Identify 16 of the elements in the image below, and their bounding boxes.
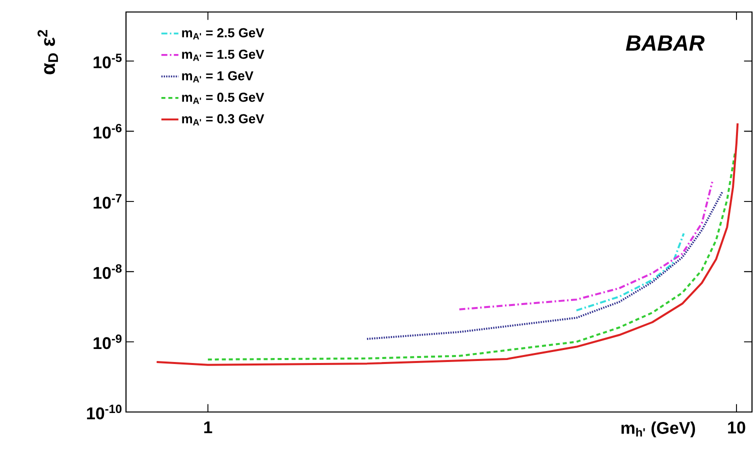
x-tick-label: 10 <box>728 422 746 434</box>
y-tick-label: 10$^{-7}$ <box>94 194 122 209</box>
y-tick-label: 10$^{-5}$ <box>94 54 122 68</box>
legend-label: m$_{A'}$ = 2.5 GeV <box>182 28 264 40</box>
y-tick-label: 10$^{-9}$ <box>94 334 122 350</box>
legend-label: m$_{A'}$ = 1.5 GeV <box>182 50 264 61</box>
y-axis-title: α$_{D}$ ε$^{2}$ <box>38 30 58 74</box>
annotation: BABAR <box>626 36 705 51</box>
legend-label: m$_{A'}$ = 1 GeV <box>182 71 254 82</box>
legend-label: m$_{A'}$ = 0.5 GeV <box>182 92 264 104</box>
y-tick-label: 10$^{-6}$ <box>94 124 122 139</box>
y-tick-label: 10$^{-8}$ <box>94 264 122 279</box>
x-tick-label: 1 <box>204 422 212 434</box>
legend-label: m$_{A'}$ = 0.3 GeV <box>182 114 264 126</box>
y-tick-label: 10$^{-10}$ <box>87 404 122 420</box>
x-axis-title: m$_{h'}$ (GeV) <box>621 422 696 438</box>
